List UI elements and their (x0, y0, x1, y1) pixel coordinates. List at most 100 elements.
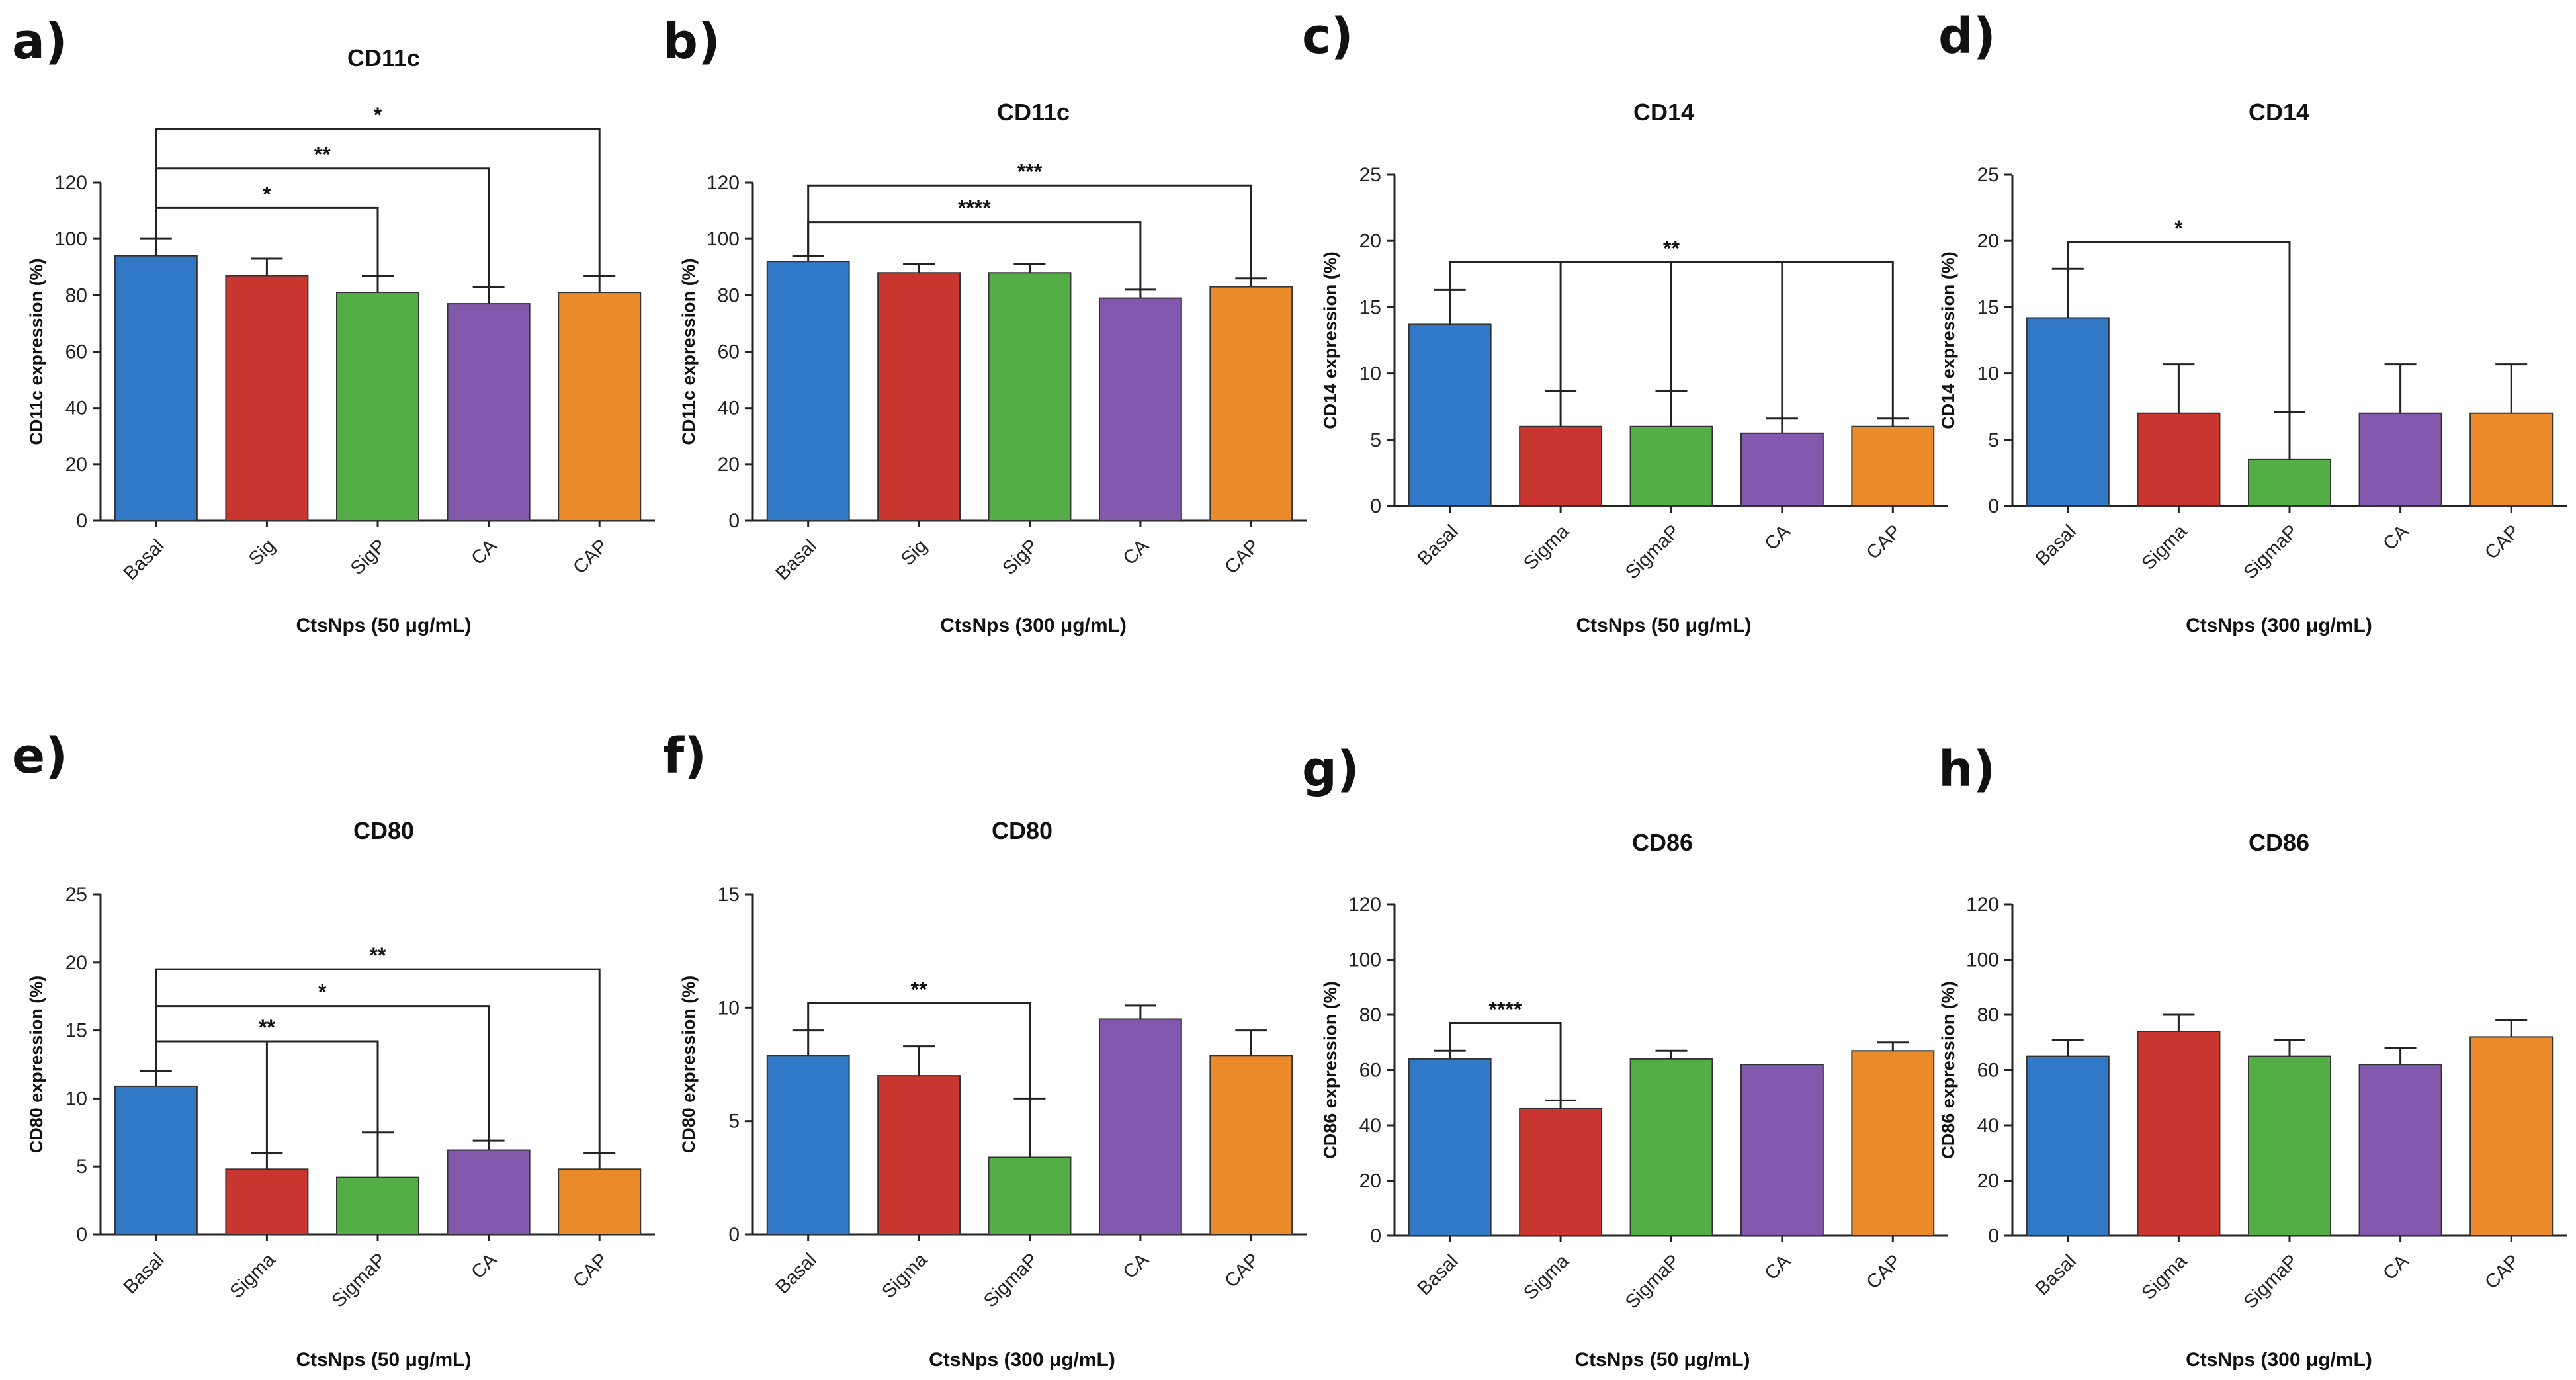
y-tick-label: 0 (76, 510, 87, 532)
significance-bracket (155, 167, 490, 287)
y-tick-label: 15 (1359, 296, 1381, 318)
y-tick-label: 80 (1977, 1004, 1999, 1026)
x-tick-label: SigmaP (2240, 521, 2302, 583)
y-tick-label: 0 (1988, 1225, 1999, 1247)
y-tick-label: 60 (65, 341, 87, 363)
x-axis-title: CtsNps (300 μg/mL) (940, 615, 1127, 636)
bar-ca (1098, 297, 1182, 521)
y-tick-label: 40 (65, 398, 87, 419)
x-axis-title: CtsNps (50 μg/mL) (296, 615, 471, 636)
y-tick-label: 0 (728, 1224, 740, 1246)
y-tick-label: 40 (718, 398, 740, 419)
x-tick-label: CAP (1862, 1250, 1905, 1293)
bar-sig (877, 272, 961, 521)
y-tick-label: 20 (1977, 230, 1999, 252)
chart-title: CD80 (992, 817, 1052, 844)
y-tick-label: 100 (707, 228, 740, 250)
x-tick-label: CAP (569, 535, 612, 578)
x-tick-label: CA (1761, 521, 1795, 555)
y-tick-label: 20 (65, 952, 87, 974)
y-tick-label: 10 (718, 997, 740, 1019)
x-tick-label: CA (467, 535, 501, 570)
x-tick-label: Basal (772, 535, 821, 584)
y-tick-label: 10 (65, 1088, 87, 1109)
x-tick-label: Sigma (2138, 521, 2192, 574)
significance-bracket (807, 1002, 1031, 1099)
x-tick-label: Basal (772, 1249, 821, 1298)
y-tick-label: 20 (1359, 1170, 1381, 1192)
y-tick-label: 15 (1977, 296, 1999, 318)
bar-sigmap (2247, 1055, 2332, 1236)
bar-cap (2469, 1036, 2554, 1237)
chart-panel-e: e) CD80 CtsNps (50 μg/mL) CD80 expression (… (12, 728, 655, 1371)
chart-title: CD80 (353, 817, 414, 844)
y-tick-label: 60 (1359, 1060, 1381, 1082)
x-tick-label: CAP (1221, 1249, 1264, 1292)
x-tick-label: Basal (120, 535, 169, 584)
y-tick-label: 100 (1966, 949, 1999, 971)
x-tick-label: SigmaP (2240, 1250, 2302, 1313)
x-tick-label: Basal (1414, 521, 1463, 570)
bar-sigp (335, 292, 420, 521)
bar-ca (2358, 1064, 2442, 1237)
chart-title: CD14 (2249, 99, 2309, 126)
bar-sigma (225, 1168, 309, 1236)
y-axis-title: CD14 expression (%) (1320, 251, 1340, 429)
panel-letter: f) (663, 728, 707, 785)
chart-title: CD11c (347, 44, 420, 71)
panel-letter: h) (1938, 741, 1996, 798)
chart-title: CD86 (2249, 829, 2309, 856)
y-axis-title: CD14 expression (%) (1938, 251, 1958, 429)
bar-sigma (2137, 412, 2221, 507)
significance-bracket (155, 128, 601, 276)
x-tick-label: CAP (1221, 535, 1264, 578)
y-tick-label: 60 (718, 341, 740, 363)
bar-ca (447, 303, 531, 521)
x-tick-label: CAP (1862, 521, 1905, 564)
x-axis-title: CtsNps (300 μg/mL) (2186, 1349, 2372, 1371)
y-tick-label: 40 (1359, 1115, 1381, 1137)
chart-panel-f: f) CD80 CtsNps (300 μg/mL) CD80 expression … (663, 728, 1307, 1371)
y-tick-label: 80 (718, 284, 740, 306)
y-tick-label: 5 (1370, 429, 1381, 451)
bar-cap (2469, 412, 2554, 507)
y-tick-label: 0 (1370, 1225, 1381, 1247)
x-axis-title: CtsNps (300 μg/mL) (2186, 615, 2372, 636)
x-tick-label: Basal (2032, 521, 2081, 570)
y-axis-title: CD11c expression (%) (26, 258, 46, 445)
significance-bracket (155, 1005, 490, 1141)
x-axis-title: CtsNps (300 μg/mL) (929, 1349, 1115, 1371)
significance-bracket (155, 968, 601, 1153)
panel-letter: b) (663, 13, 720, 70)
bar-ca (1098, 1018, 1182, 1235)
y-tick-label: 25 (65, 884, 87, 906)
significance-bracket (807, 221, 1142, 290)
bar-basal (1408, 1058, 1492, 1237)
y-axis-title: CD80 expression (%) (26, 976, 46, 1154)
x-tick-label: CA (467, 1249, 501, 1283)
chart-panel-d: d) CD14 CtsNps (300 μg/mL) CD14 expression … (1938, 8, 2567, 636)
y-tick-label: 25 (1977, 164, 1999, 186)
y-tick-label: 20 (718, 454, 740, 476)
y-axis-title: CD86 expression (%) (1320, 981, 1340, 1159)
y-tick-label: 5 (728, 1111, 740, 1133)
y-tick-label: 120 (1348, 894, 1381, 916)
y-tick-label: 0 (1370, 496, 1381, 517)
bar-sigp (988, 272, 1072, 521)
panel-letter: g) (1302, 741, 1359, 798)
y-tick-label: 25 (1359, 164, 1381, 186)
x-tick-label: Sig (897, 535, 931, 570)
y-tick-label: 5 (1988, 429, 1999, 451)
y-tick-label: 15 (718, 884, 740, 906)
y-axis-title: CD80 expression (%) (679, 976, 699, 1154)
x-tick-label: SigmaP (328, 1249, 390, 1311)
significance-label: **** (958, 196, 991, 220)
significance-label: ** (1663, 236, 1680, 260)
bar-basal (766, 261, 850, 521)
x-tick-label: SigmaP (980, 1249, 1042, 1311)
x-tick-label: CA (2379, 521, 2413, 555)
y-axis-title: CD11c expression (%) (679, 258, 699, 445)
panel-letter: a) (12, 13, 67, 70)
y-tick-label: 20 (1359, 230, 1381, 252)
